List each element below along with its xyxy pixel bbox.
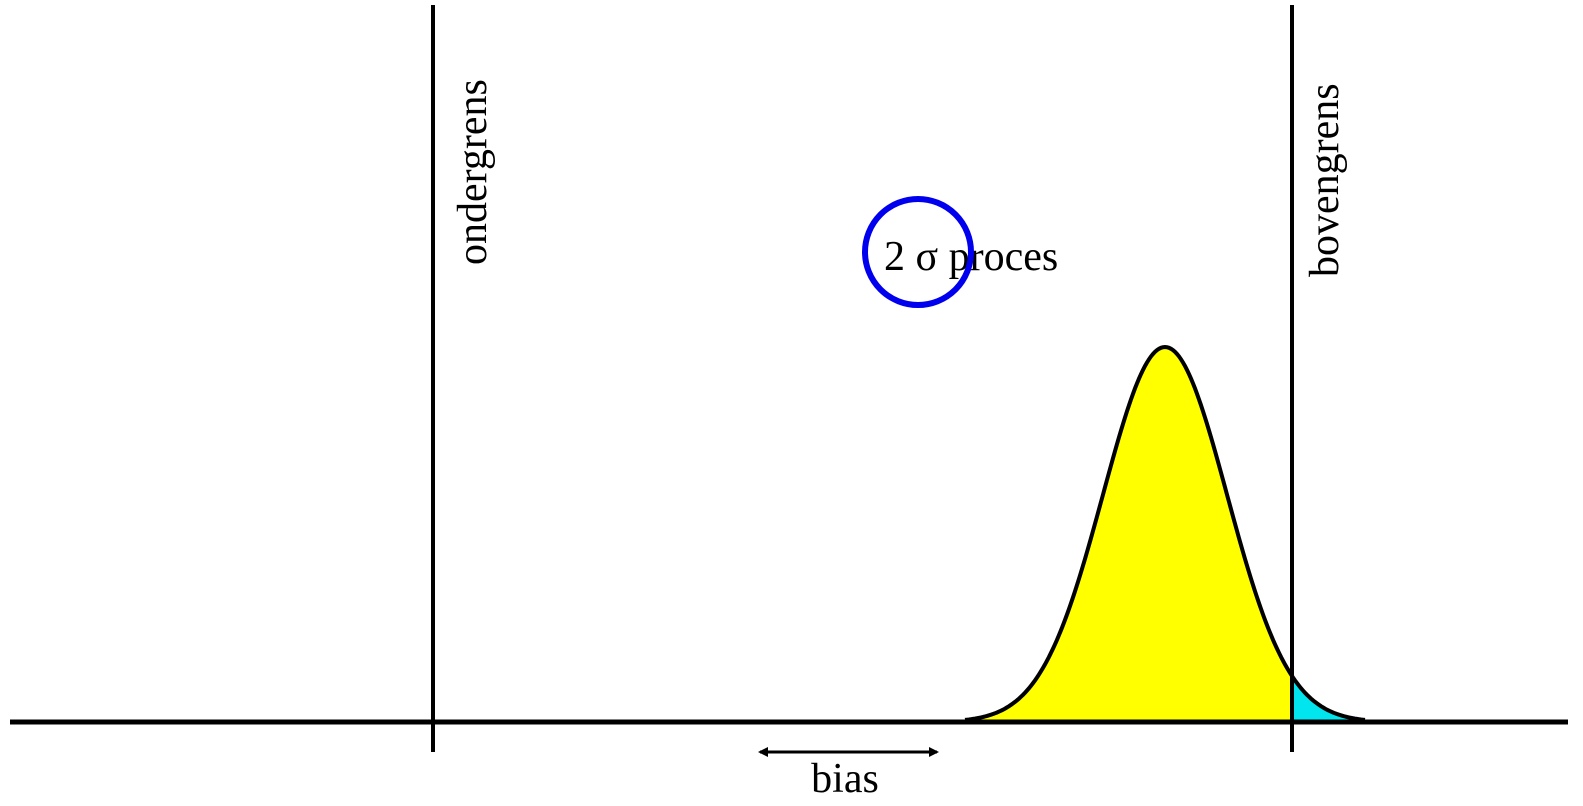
bias-label: bias [811, 756, 879, 802]
upper-limit-label: bovengrens [1302, 83, 1348, 277]
distribution-curve [964, 344, 1366, 722]
highlight-circle [862, 196, 974, 308]
distribution-tail [1292, 676, 1365, 722]
lower-limit-label: ondergrens [450, 79, 496, 265]
